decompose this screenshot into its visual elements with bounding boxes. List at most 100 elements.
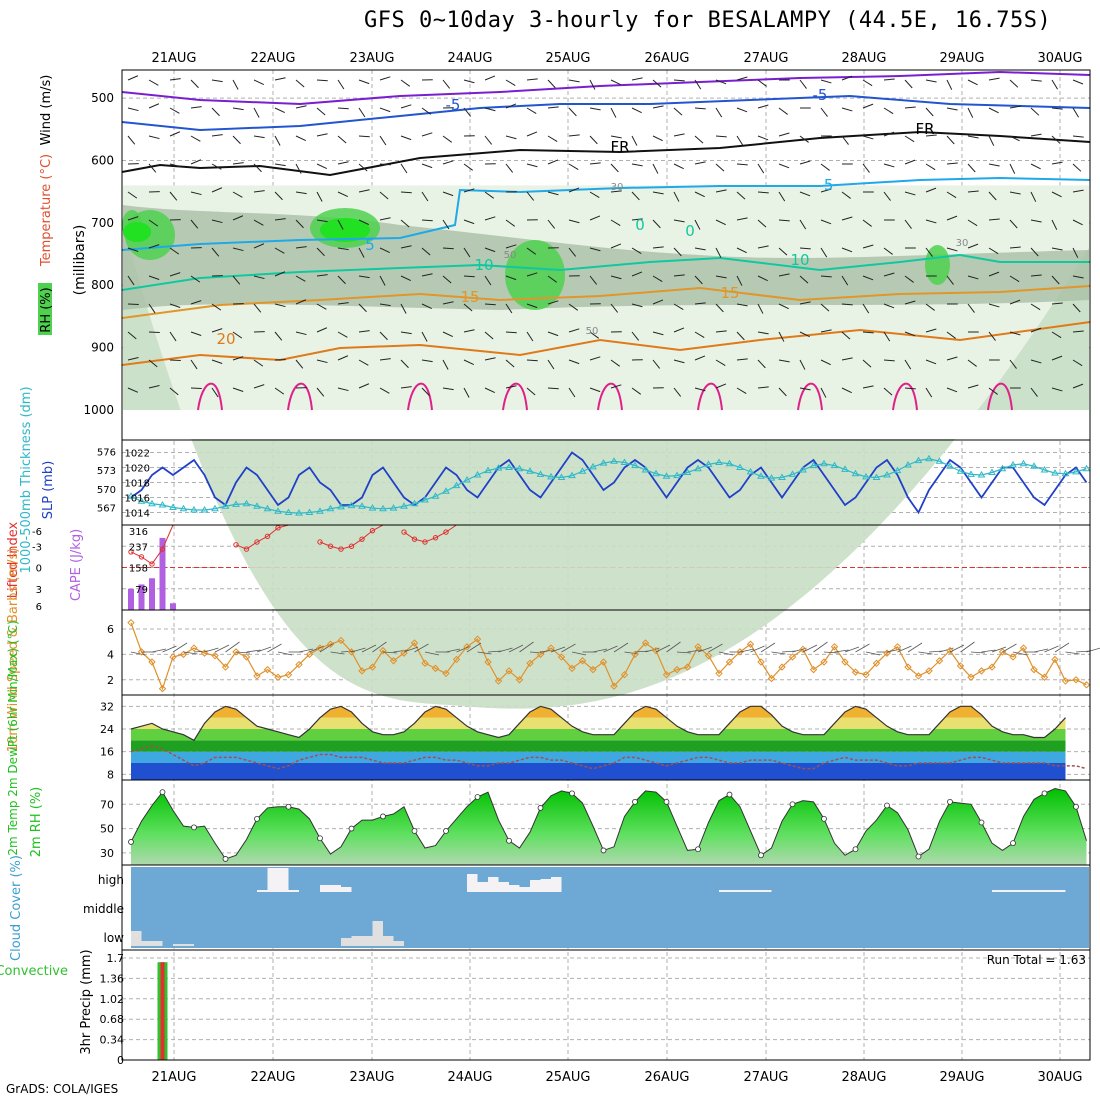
thickness-tick-label: 576 xyxy=(97,447,116,458)
wind-barb xyxy=(841,191,851,199)
thickness-point xyxy=(694,464,702,472)
wind-barb-10m xyxy=(561,643,576,653)
wind-barb xyxy=(190,331,202,336)
wind-barb xyxy=(295,299,307,305)
wind-barb xyxy=(211,107,220,117)
wind-barb xyxy=(232,215,244,221)
wind-barb xyxy=(904,359,912,370)
wind-barb xyxy=(799,107,811,109)
wind-barb xyxy=(841,107,853,112)
wind-barb xyxy=(631,359,643,361)
wind-barb xyxy=(484,135,493,145)
wind-barb xyxy=(1009,163,1016,174)
wind-barb xyxy=(547,191,559,196)
wind-barb xyxy=(673,387,682,397)
wind-barb-10m xyxy=(750,645,765,653)
wind-barb xyxy=(610,331,622,333)
rh-point xyxy=(947,798,953,805)
wind-barb-10m xyxy=(687,649,702,653)
wind-barb xyxy=(190,219,199,229)
wind-barb xyxy=(904,191,916,196)
wind-barb xyxy=(631,387,642,395)
wind-barb xyxy=(127,247,139,252)
wind-barb xyxy=(1009,79,1019,88)
rh-point xyxy=(380,813,386,820)
wind-barb-10m xyxy=(1054,642,1070,653)
rh-point xyxy=(726,791,733,798)
wind-barb-10m xyxy=(918,651,933,655)
wind-barb xyxy=(274,107,285,113)
lifted-point xyxy=(401,529,407,535)
wind-barb xyxy=(988,163,1000,167)
wind-barb xyxy=(421,132,433,137)
wind-speed-point xyxy=(568,664,576,673)
wind-barb-10m xyxy=(183,651,198,655)
wind-barb xyxy=(169,107,180,114)
wind-speed-point xyxy=(1072,676,1080,684)
wind-barb xyxy=(757,245,769,249)
wind-barb xyxy=(421,387,430,397)
wind-barb xyxy=(211,163,222,170)
surface-gap xyxy=(123,410,1089,439)
wind-barb xyxy=(337,135,347,144)
wind-barb-10m xyxy=(330,651,345,655)
wind-barb xyxy=(925,163,936,171)
wind-barb xyxy=(295,246,307,249)
thickness-point xyxy=(473,471,482,478)
wind-speed-point xyxy=(484,658,492,666)
rh-contour-label: 30 xyxy=(956,238,969,249)
wind-barb xyxy=(799,387,811,391)
cloud-low-bar xyxy=(173,944,184,946)
wind-barb xyxy=(505,103,517,109)
label-layer: 21AUG 21AUG 22AUG 22AUG 23AUG 23AUG 24AUG 24AUG… xyxy=(0,51,1086,1085)
thickness-point xyxy=(158,501,167,508)
wind-speed-point xyxy=(127,618,135,627)
slp-line xyxy=(130,451,1088,515)
wind-barb xyxy=(211,387,219,398)
wind-barb xyxy=(127,331,137,340)
cloud-low-bar xyxy=(141,941,152,946)
wind-barb xyxy=(190,159,202,165)
rh-point xyxy=(254,815,260,822)
thickness-point xyxy=(977,471,986,478)
bottom-date-label: 25AUG xyxy=(545,1070,590,1085)
wind-barb xyxy=(358,383,370,389)
wind-barb xyxy=(1009,387,1021,389)
thickness-point xyxy=(127,492,135,499)
thickness-point xyxy=(736,463,744,470)
wind-speed-point xyxy=(956,662,965,670)
thickness-point xyxy=(788,470,797,477)
thickness-point xyxy=(358,502,366,509)
wind-barb xyxy=(526,387,536,396)
wind-tick-label: 2 xyxy=(107,674,114,687)
wind-barb xyxy=(547,219,556,229)
wind-barb xyxy=(925,328,937,333)
wind-barb xyxy=(400,303,407,314)
wind-barb xyxy=(736,107,748,113)
wind-speed-point xyxy=(977,667,986,675)
wind-barb xyxy=(988,387,998,395)
wind-barb xyxy=(568,247,577,257)
wind-barb xyxy=(484,387,495,393)
cloud-high-bar xyxy=(519,887,530,892)
thickness-point xyxy=(211,504,219,512)
wind-barb xyxy=(946,215,958,221)
wind-barb xyxy=(337,79,345,90)
thickness-point xyxy=(190,506,198,513)
wind-barb-10m xyxy=(162,645,177,653)
wind-barb xyxy=(127,135,136,145)
thickness-point xyxy=(284,508,293,515)
wind-barb xyxy=(547,331,559,337)
wind-barb xyxy=(358,359,369,366)
cape-bar xyxy=(159,537,166,610)
thickness-point xyxy=(568,471,576,479)
thickness-point xyxy=(179,504,188,512)
cloud-tick-label: middle xyxy=(83,902,124,916)
wind-barb xyxy=(379,303,391,307)
wind-barb xyxy=(967,190,979,193)
wind-barb xyxy=(337,302,349,305)
wind-barb xyxy=(148,135,160,140)
wind-barb xyxy=(904,79,913,89)
wind-barb-10m xyxy=(340,650,356,653)
rh-legend-label: RH (%) xyxy=(39,287,54,332)
